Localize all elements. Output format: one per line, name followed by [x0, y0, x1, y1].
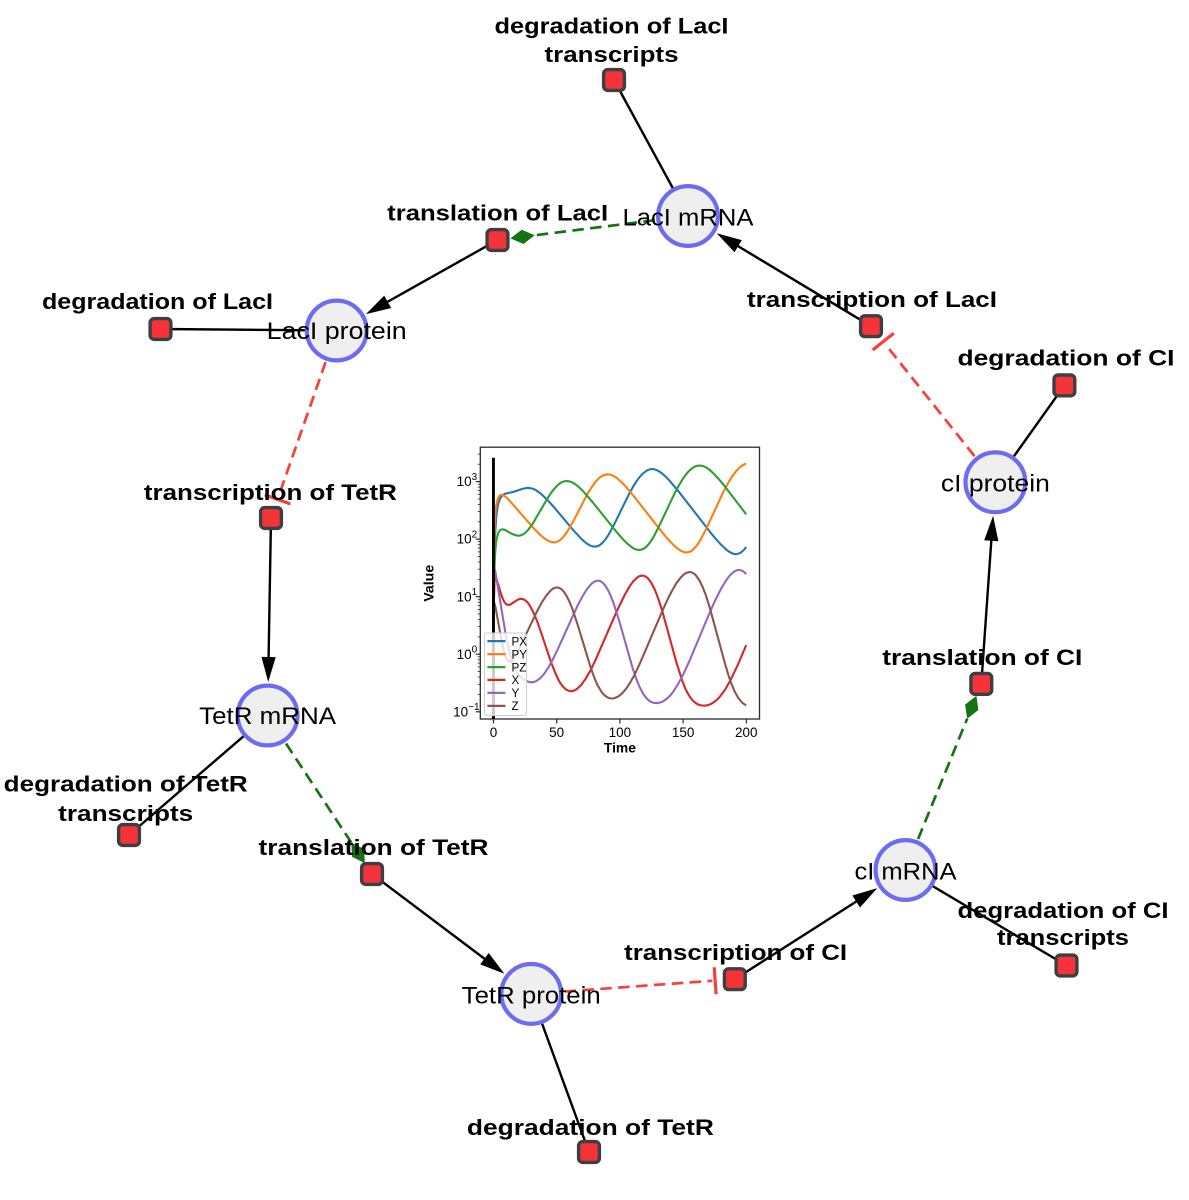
svg-text:X: X [512, 674, 520, 687]
svg-text:transcription of TetR: transcription of TetR [144, 480, 397, 505]
svg-text:LacI mRNA: LacI mRNA [623, 204, 754, 231]
svg-text:200: 200 [735, 725, 758, 740]
svg-text:transcripts: transcripts [545, 42, 679, 67]
svg-text:150: 150 [672, 725, 695, 740]
svg-text:0: 0 [490, 725, 498, 740]
svg-text:10: 10 [453, 704, 468, 719]
svg-text:cI mRNA: cI mRNA [855, 858, 957, 885]
svg-text:Z: Z [512, 700, 519, 713]
svg-text:transcripts: transcripts [58, 801, 193, 826]
svg-text:transcription of CI: transcription of CI [624, 940, 847, 965]
svg-text:10: 10 [457, 474, 472, 489]
svg-text:Y: Y [512, 687, 520, 700]
svg-text:10: 10 [457, 647, 472, 662]
svg-text:TetR protein: TetR protein [462, 982, 601, 1009]
svg-text:degradation of LacI: degradation of LacI [495, 14, 729, 39]
svg-text:degradation of CI: degradation of CI [958, 898, 1169, 923]
svg-text:degradation of TetR: degradation of TetR [467, 1115, 714, 1140]
svg-text:translation of CI: translation of CI [882, 645, 1082, 670]
svg-text:10: 10 [457, 532, 472, 547]
svg-text:LacI protein: LacI protein [267, 318, 407, 345]
svg-text:transcripts: transcripts [997, 925, 1129, 950]
svg-text:transcription of LacI: transcription of LacI [747, 287, 997, 312]
svg-text:degradation of CI: degradation of CI [958, 346, 1175, 371]
svg-text:50: 50 [549, 725, 564, 740]
svg-text:0: 0 [472, 644, 478, 655]
svg-text:10: 10 [457, 589, 472, 604]
svg-text:2: 2 [472, 529, 478, 540]
svg-text:translation of LacI: translation of LacI [387, 200, 608, 225]
svg-text:PX: PX [512, 635, 528, 648]
svg-text:PZ: PZ [512, 661, 527, 674]
svg-text:Time: Time [604, 741, 636, 756]
svg-text:−1: −1 [468, 702, 480, 713]
svg-text:degradation of LacI: degradation of LacI [42, 289, 273, 314]
svg-text:TetR mRNA: TetR mRNA [199, 703, 336, 730]
svg-text:translation of TetR: translation of TetR [259, 835, 489, 860]
svg-text:PY: PY [512, 648, 528, 661]
svg-text:3: 3 [472, 472, 478, 483]
svg-text:cI protein: cI protein [941, 470, 1050, 497]
svg-text:Value: Value [422, 565, 437, 602]
svg-text:1: 1 [472, 587, 478, 598]
svg-text:100: 100 [609, 725, 632, 740]
svg-text:degradation of TetR: degradation of TetR [4, 772, 248, 797]
